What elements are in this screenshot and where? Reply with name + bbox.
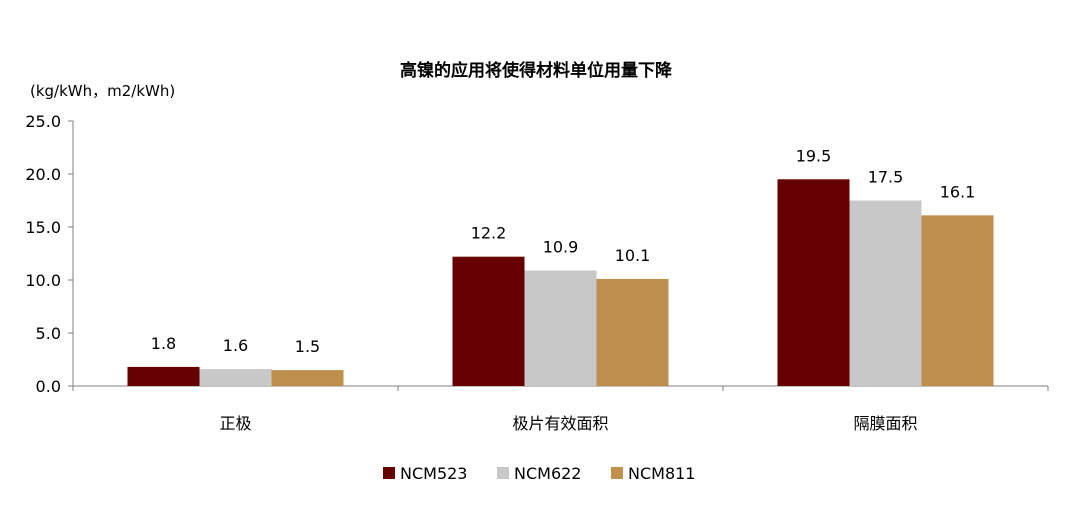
data-label: 1.5 <box>295 337 320 356</box>
plot-area: 0.0 5.0 10.0 15.0 20.0 25.0 1.8 1.6 1.5 正极 12.2 10.… <box>25 112 1049 433</box>
bar-ncm523 <box>777 179 850 386</box>
y-tick-label: 20.0 <box>25 165 61 184</box>
y-tick-label: 5.0 <box>36 324 61 343</box>
data-label: 16.1 <box>940 182 976 201</box>
data-label: 19.5 <box>796 146 832 165</box>
y-tick-label: 10.0 <box>25 271 61 290</box>
y-tick-label: 15.0 <box>25 218 61 237</box>
bar-ncm622 <box>524 270 597 386</box>
bar-ncm811 <box>271 370 344 386</box>
legend-label: NCM523 <box>400 464 467 483</box>
chart-title: 高镍的应用将使得材料单位用量下降 <box>400 60 673 81</box>
x-category-label: 隔膜面积 <box>853 414 917 433</box>
legend-swatch-ncm622 <box>497 467 509 479</box>
legend-label: NCM622 <box>514 464 581 483</box>
bar-ncm811 <box>921 215 994 386</box>
y-tick-label: 0.0 <box>36 377 61 396</box>
data-label: 10.1 <box>615 246 651 265</box>
data-label: 10.9 <box>543 237 579 256</box>
data-label: 17.5 <box>868 168 904 187</box>
x-category-label: 正极 <box>219 414 251 433</box>
bar-ncm523 <box>127 366 200 386</box>
data-label: 1.8 <box>151 334 176 353</box>
legend-swatch-ncm523 <box>383 467 395 479</box>
bar-ncm622 <box>849 200 922 386</box>
legend-swatch-ncm811 <box>611 467 623 479</box>
legend: NCM523 NCM622 NCM811 <box>383 464 695 483</box>
y-tick-label: 25.0 <box>25 112 61 131</box>
data-label: 1.6 <box>223 336 248 355</box>
bar-ncm523 <box>452 256 525 386</box>
legend-label: NCM811 <box>628 464 695 483</box>
y-axis-unit-label: (kg/kWh，m2/kWh) <box>30 82 175 100</box>
bar-ncm622 <box>199 369 272 386</box>
x-category-label: 极片有效面积 <box>512 414 608 433</box>
bar-ncm811 <box>596 278 669 386</box>
data-label: 12.2 <box>471 224 507 243</box>
